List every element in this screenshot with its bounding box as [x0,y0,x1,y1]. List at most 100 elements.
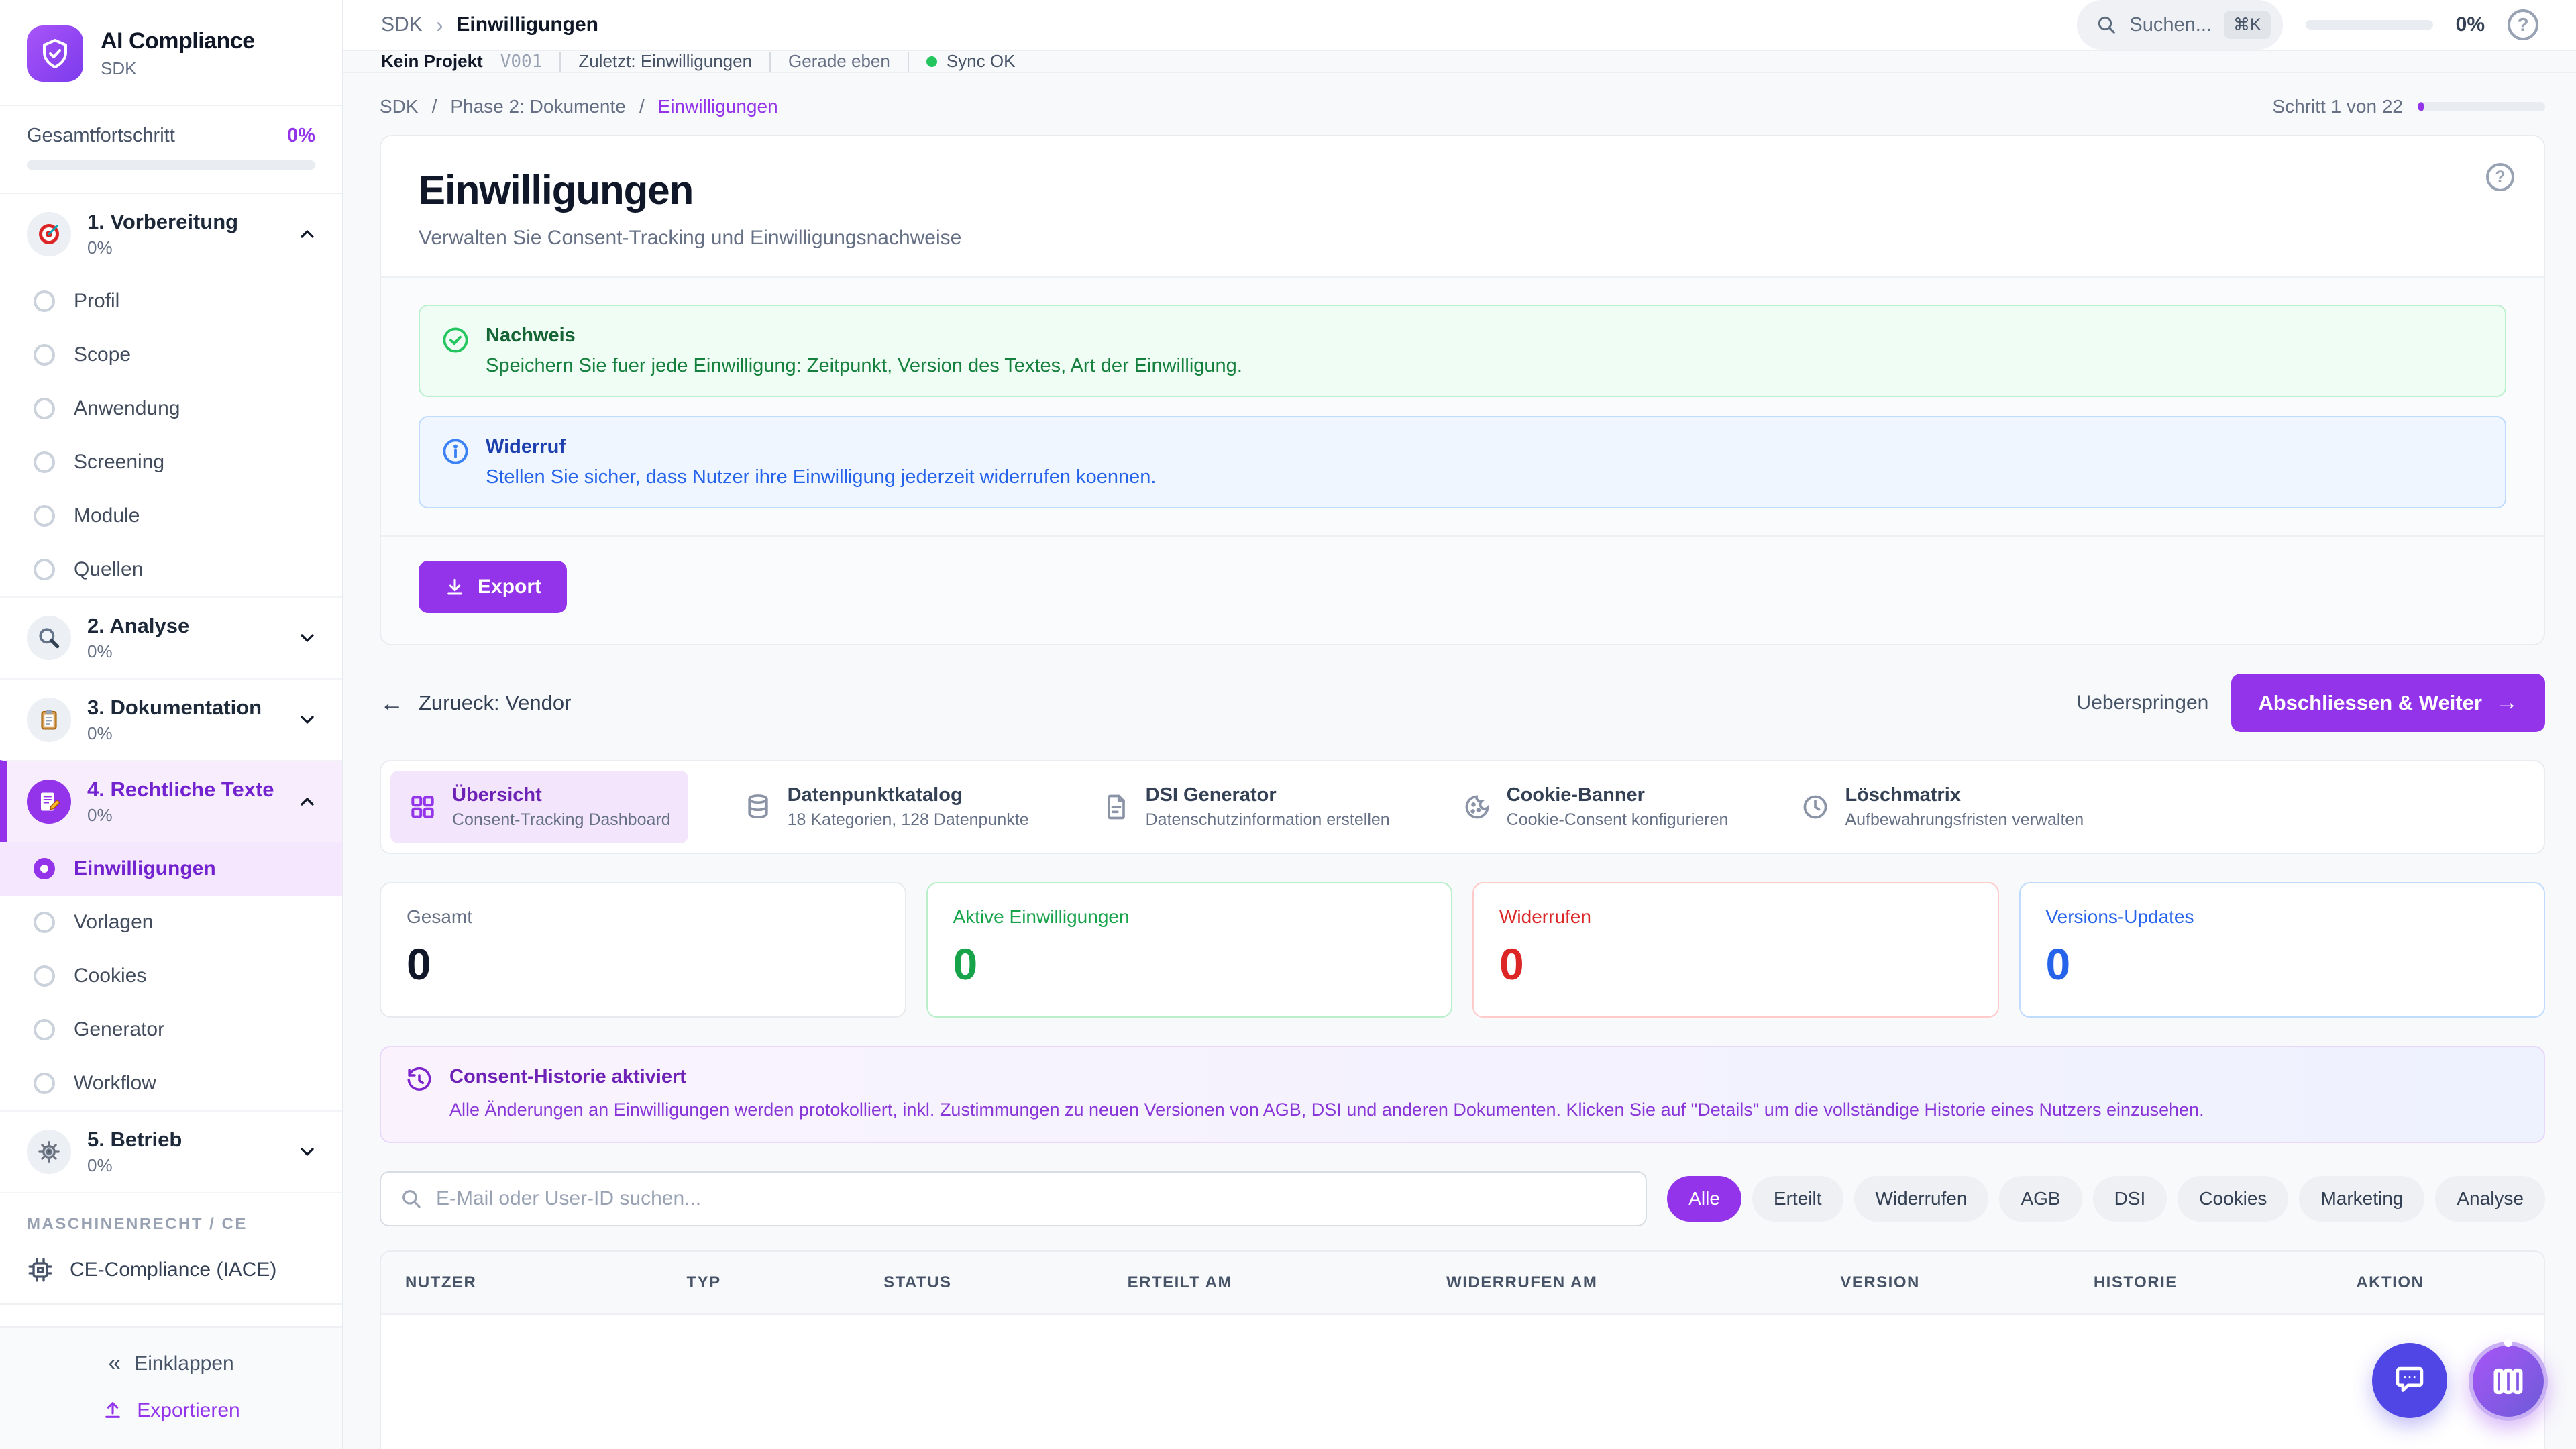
filter-chip-alle[interactable]: Alle [1667,1175,1741,1222]
finish-next-button[interactable]: Abschliessen & Weiter → [2231,674,2545,732]
notice-text: Speichern Sie fuer jede Einwilligung: Ze… [486,355,1242,376]
card-help-icon[interactable]: ? [2486,163,2514,191]
sidebar-item-label: Profil [74,290,120,312]
section-pct: 0% [87,805,113,825]
tab-cookie-banner[interactable]: Cookie-Banner Cookie-Consent konfigurier… [1445,771,1746,843]
main-area: SDK › Einwilligungen Suchen... ⌘K 0% ? K… [343,0,2576,1449]
back-label: Zurueck: Vendor [419,690,572,714]
filter-chip-agb[interactable]: AGB [1999,1175,2082,1222]
notice-title: Widerruf [486,436,566,458]
user-search-input[interactable] [436,1187,1627,1210]
sidebar-item-label: Vorlagen [74,911,154,933]
back-to-vendor-button[interactable]: ← Zurueck: Vendor [380,689,571,717]
sidebar-item-label: Quellen [74,558,144,580]
breadcrumb-current-page: Einwilligungen [657,96,778,117]
filter-chip-dsi[interactable]: DSI [2092,1175,2167,1222]
sidebar: AI Compliance SDK Gesamtfortschritt 0% 1… [0,0,343,1449]
consents-card-footer: Export [381,535,2544,644]
collapse-chevrons-icon: « [108,1350,121,1376]
gear-icon [27,1130,71,1174]
section-title: 1. Vorbereitung [87,210,239,233]
breadcrumb: SDK › Einwilligungen [381,13,598,38]
sidebar-section-analyse[interactable]: 2. Analyse 0% [0,596,342,678]
sidebar-item-ce-compliance[interactable]: CE-Compliance (IACE) [0,1242,342,1305]
filter-chip-widerrufen[interactable]: Widerrufen [1854,1175,1989,1222]
sidebar-item-scope[interactable]: Scope [0,328,342,382]
tab-loeschmatrix[interactable]: Löschmatrix Aufbewahrungsfristen verwalt… [1783,771,2101,843]
filter-chip-erteilt[interactable]: Erteilt [1752,1175,1843,1222]
column-header-status: STATUS [883,1273,952,1291]
stat-label: Gesamt [407,906,473,927]
consents-card-body: Nachweis Speichern Sie fuer jede Einwill… [381,276,2544,535]
collapse-sidebar-button[interactable]: « Einklappen [108,1350,233,1377]
tab-subtitle: Aufbewahrungsfristen verwalten [1845,810,2084,829]
export-sidebar-button[interactable]: Exportieren [102,1399,240,1422]
radio-checked-icon [34,858,55,879]
sidebar-item-anwendung[interactable]: Anwendung [0,382,342,435]
sidebar-item-screening[interactable]: Screening [0,435,342,489]
stat-versions-updates: Versions-Updates 0 [2019,882,2545,1018]
tab-subtitle: Datenschutzinformation erstellen [1145,810,1390,829]
consent-filter-row: Alle Erteilt Widerrufen AGB DSI Cookies … [380,1171,2545,1226]
sidebar-section-rechtliche-texte[interactable]: 4. Rechtliche Texte 0% [0,760,342,842]
sidebar-item-einwilligungen[interactable]: Einwilligungen [0,842,342,896]
sidebar-item-label: Einwilligungen [74,857,216,879]
download-icon [444,576,466,598]
radio-icon [34,451,55,473]
radio-icon [34,398,55,419]
chevron-down-icon [297,709,318,731]
sidebar-item-workflow[interactable]: Workflow [0,1057,342,1110]
sidebar-section-betrieb[interactable]: 5. Betrieb 0% [0,1110,342,1192]
skip-button[interactable]: Ueberspringen [2076,691,2209,714]
ce-compliance-label: CE-Compliance (IACE) [70,1258,277,1281]
sidebar-nav: 1. Vorbereitung 0% Profil Scope Anwendun… [0,194,342,1326]
radio-icon [34,290,55,312]
project-version: V001 [500,51,543,72]
breadcrumb-phase[interactable]: Phase 2: Dokumente [450,96,626,117]
sidebar-item-label: Anwendung [74,397,180,419]
filter-chip-marketing[interactable]: Marketing [2299,1175,2425,1222]
radio-icon [34,505,55,527]
sidebar-item-label: Cookies [74,965,147,987]
sidebar-section-vorbereitung[interactable]: 1. Vorbereitung 0% [0,194,342,274]
chat-fab-button[interactable] [2372,1343,2447,1418]
page-title: Einwilligungen [419,168,694,213]
tab-subtitle: Cookie-Consent konfigurieren [1506,810,1729,829]
tab-dsi-generator[interactable]: DSI Generator Datenschutzinformation ers… [1084,771,1407,843]
export-sidebar-label: Exportieren [137,1399,240,1421]
header-progress-value: 0% [2455,13,2485,36]
tab-uebersicht[interactable]: Übersicht Consent-Tracking Dashboard [390,771,688,843]
memo-pencil-icon [27,780,71,824]
finish-next-label: Abschliessen & Weiter [2258,690,2482,714]
export-button[interactable]: Export [419,561,568,613]
sidebar-item-label: Workflow [74,1072,156,1094]
consent-history-banner: Consent-Historie aktiviert Alle Änderung… [380,1046,2545,1143]
database-icon [743,792,773,822]
breadcrumb-sdk[interactable]: SDK [380,96,419,117]
app-header: AI Compliance SDK [0,0,342,106]
sidebar-item-quellen[interactable]: Quellen [0,543,342,596]
help-icon[interactable]: ? [2508,9,2538,40]
sidebar-item-generator[interactable]: Generator [0,1003,342,1057]
filter-chip-cookies[interactable]: Cookies [2178,1175,2289,1222]
sidebar-item-profil[interactable]: Profil [0,274,342,328]
topbar: SDK › Einwilligungen Suchen... ⌘K 0% ? [343,0,2576,51]
sidebar-item-cookies[interactable]: Cookies [0,949,342,1003]
target-icon [27,212,71,256]
tab-datenpunktkatalog[interactable]: Datenpunktkatalog 18 Kategorien, 128 Dat… [726,771,1046,843]
filter-chips: Alle Erteilt Widerrufen AGB DSI Cookies … [1667,1175,2545,1222]
sidebar-item-label: Module [74,504,140,527]
section-title: 2. Analyse [87,614,190,637]
global-search-button[interactable]: Suchen... ⌘K [2077,0,2283,50]
sidebar-item-module[interactable]: Module [0,489,342,543]
divider [559,51,561,72]
section-pct: 0% [87,1155,113,1175]
divider [769,51,771,72]
column-header-typ: TYP [686,1273,721,1291]
board-view-fab-button[interactable] [2469,1339,2548,1421]
app-variant: SDK [101,58,137,78]
sidebar-section-dokumentation[interactable]: 3. Dokumentation 0% [0,678,342,760]
breadcrumb-root[interactable]: SDK [381,13,423,36]
sidebar-item-vorlagen[interactable]: Vorlagen [0,896,342,949]
filter-chip-analyse[interactable]: Analyse [2435,1175,2545,1222]
